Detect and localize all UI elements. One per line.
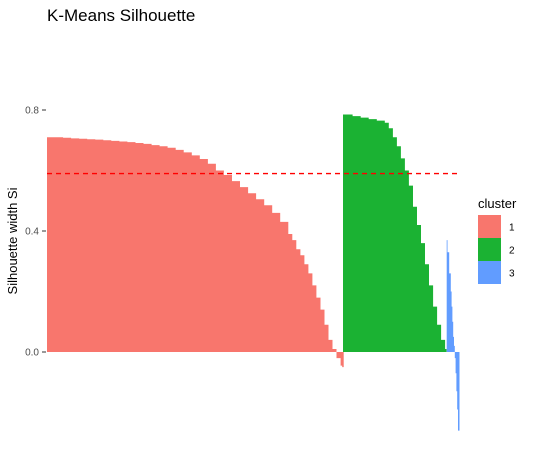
legend-key-cluster-1 (478, 215, 501, 238)
legend-key-cluster-3 (478, 261, 501, 284)
cluster-2-silhouette-area (343, 114, 447, 352)
chart-title: K-Means Silhouette (47, 6, 195, 25)
cluster-1-silhouette-area (47, 137, 344, 368)
legend-title: cluster (478, 196, 517, 211)
legend-label-cluster-3: 3 (509, 269, 515, 280)
legend-label-cluster-1: 1 (509, 223, 515, 234)
y-tick-label: 0.8 (25, 106, 39, 117)
y-tick-label: 0.4 (25, 227, 39, 238)
y-tick-label: 0.0 (25, 348, 39, 359)
legend-key-cluster-2 (478, 238, 501, 261)
legend-label-cluster-2: 2 (509, 246, 515, 257)
plot-series (47, 114, 460, 431)
y-axis-title: Silhouette width Si (5, 187, 20, 294)
y-axis: 0.0 0.4 0.8 (25, 106, 46, 359)
cluster-3-silhouette-area (446, 240, 460, 431)
legend: cluster 1 2 3 (478, 196, 517, 284)
